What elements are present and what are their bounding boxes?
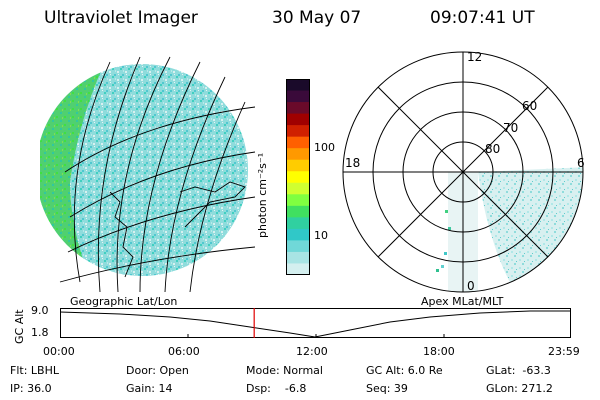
polar-plot: 12 18 6 0 80 70 60 bbox=[342, 50, 585, 293]
colorbar-tick-100: 100 bbox=[314, 141, 335, 154]
info-door: Door: Open bbox=[126, 364, 189, 377]
x-tick-2359: 23:59 bbox=[548, 345, 580, 358]
info-ip: IP: 36.0 bbox=[10, 382, 52, 395]
instrument-title: Ultraviolet Imager bbox=[44, 8, 198, 28]
gc-alt-axis-title: GC Alt bbox=[13, 309, 26, 344]
colorbar-cell bbox=[286, 263, 310, 275]
altitude-timeline bbox=[60, 308, 571, 338]
colorbar-cells bbox=[286, 79, 310, 275]
colorbar-cell bbox=[286, 136, 310, 149]
lat-label-70: 70 bbox=[503, 121, 518, 135]
colorbar-cell bbox=[286, 251, 310, 264]
geographic-image bbox=[40, 56, 255, 292]
clock-label-18: 18 bbox=[345, 156, 360, 170]
info-flt: Flt: LBHL bbox=[10, 364, 59, 377]
colorbar-cell bbox=[286, 228, 310, 241]
info-mode: Mode: Normal bbox=[246, 364, 323, 377]
y-tick-1-8: 1.8 bbox=[31, 326, 49, 339]
x-tick-0000: 00:00 bbox=[43, 345, 75, 358]
colorbar-cell bbox=[286, 102, 310, 115]
colorbar-cell bbox=[286, 79, 310, 92]
info-gain: Gain: 14 bbox=[126, 382, 173, 395]
time-label: 09:07:41 UT bbox=[430, 8, 535, 28]
colorbar-unit-label: photon cm⁻²s⁻¹ bbox=[256, 152, 269, 238]
info-glat: GLat: -63.3 bbox=[486, 364, 551, 377]
colorbar-cell bbox=[286, 159, 310, 172]
y-tick-9: 9.0 bbox=[31, 304, 49, 317]
colorbar-cell bbox=[286, 148, 310, 161]
colorbar-cell bbox=[286, 240, 310, 253]
info-gcalt: GC Alt: 6.0 Re bbox=[366, 364, 443, 377]
clock-label-6: 6 bbox=[577, 156, 585, 170]
x-tick-0600: 06:00 bbox=[168, 345, 200, 358]
apex-label: Apex MLat/MLT bbox=[421, 295, 504, 308]
colorbar-tick-10: 10 bbox=[314, 229, 328, 242]
colorbar-cell bbox=[286, 182, 310, 195]
date-label: 30 May 07 bbox=[272, 8, 362, 28]
colorbar-cell bbox=[286, 171, 310, 184]
clock-label-12: 12 bbox=[467, 50, 482, 64]
lat-label-60: 60 bbox=[522, 99, 537, 113]
colorbar-cell bbox=[286, 125, 310, 138]
clock-label-0: 0 bbox=[467, 279, 475, 293]
colorbar-cell bbox=[286, 194, 310, 207]
geographic-label: Geographic Lat/Lon bbox=[70, 295, 178, 308]
colorbar-cell bbox=[286, 217, 310, 230]
lat-label-80: 80 bbox=[485, 142, 500, 156]
x-tick-1800: 18:00 bbox=[423, 345, 455, 358]
colorbar-cell bbox=[286, 205, 310, 218]
colorbar-cell bbox=[286, 113, 310, 126]
info-glon: GLon: 271.2 bbox=[486, 382, 553, 395]
colorbar-cell bbox=[286, 90, 310, 103]
colorbar bbox=[286, 79, 310, 275]
info-dsp: Dsp: -6.8 bbox=[246, 382, 307, 395]
x-tick-1200: 12:00 bbox=[296, 345, 328, 358]
info-seq: Seq: 39 bbox=[366, 382, 408, 395]
